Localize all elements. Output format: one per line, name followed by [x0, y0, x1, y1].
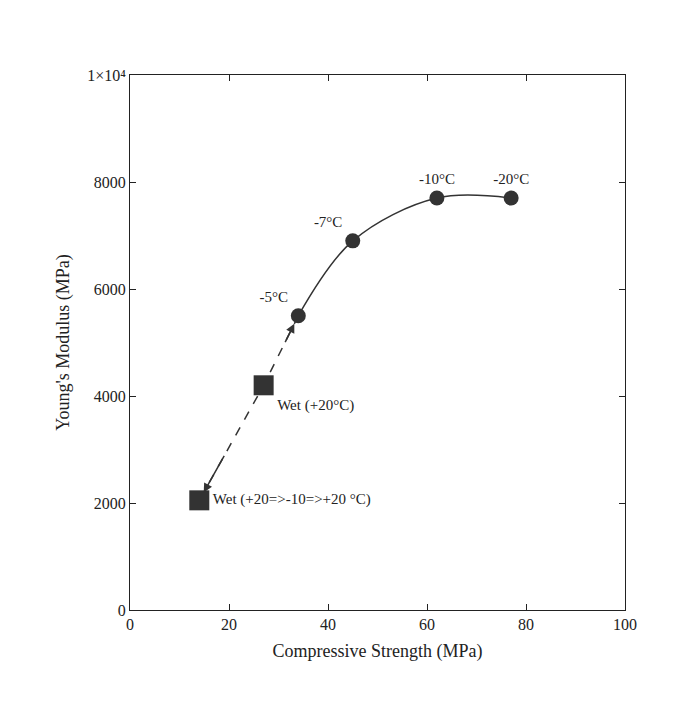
svg-text:100: 100	[613, 616, 637, 633]
svg-text:0: 0	[126, 616, 134, 633]
svg-text:-10°C: -10°C	[419, 171, 455, 187]
svg-text:8000: 8000	[94, 174, 126, 191]
svg-text:-7°C: -7°C	[314, 214, 343, 230]
svg-text:0: 0	[118, 602, 126, 619]
svg-text:2000: 2000	[94, 495, 126, 512]
svg-text:80: 80	[518, 616, 534, 633]
svg-text:1×10⁴: 1×10⁴	[87, 67, 126, 84]
svg-text:Wet (+20=>-10=>+20 °C): Wet (+20=>-10=>+20 °C)	[213, 491, 371, 508]
svg-text:-20°C: -20°C	[493, 171, 529, 187]
svg-text:60: 60	[419, 616, 435, 633]
svg-text:Young's Modulus (MPa): Young's Modulus (MPa)	[53, 254, 74, 430]
svg-text:-5°C: -5°C	[259, 289, 288, 305]
svg-text:Compressive Strength (MPa): Compressive Strength (MPa)	[273, 641, 483, 662]
svg-text:Wet (+20°C): Wet (+20°C)	[277, 397, 354, 414]
svg-text:4000: 4000	[94, 388, 126, 405]
svg-text:40: 40	[320, 616, 336, 633]
svg-text:20: 20	[221, 616, 237, 633]
svg-text:6000: 6000	[94, 281, 126, 298]
